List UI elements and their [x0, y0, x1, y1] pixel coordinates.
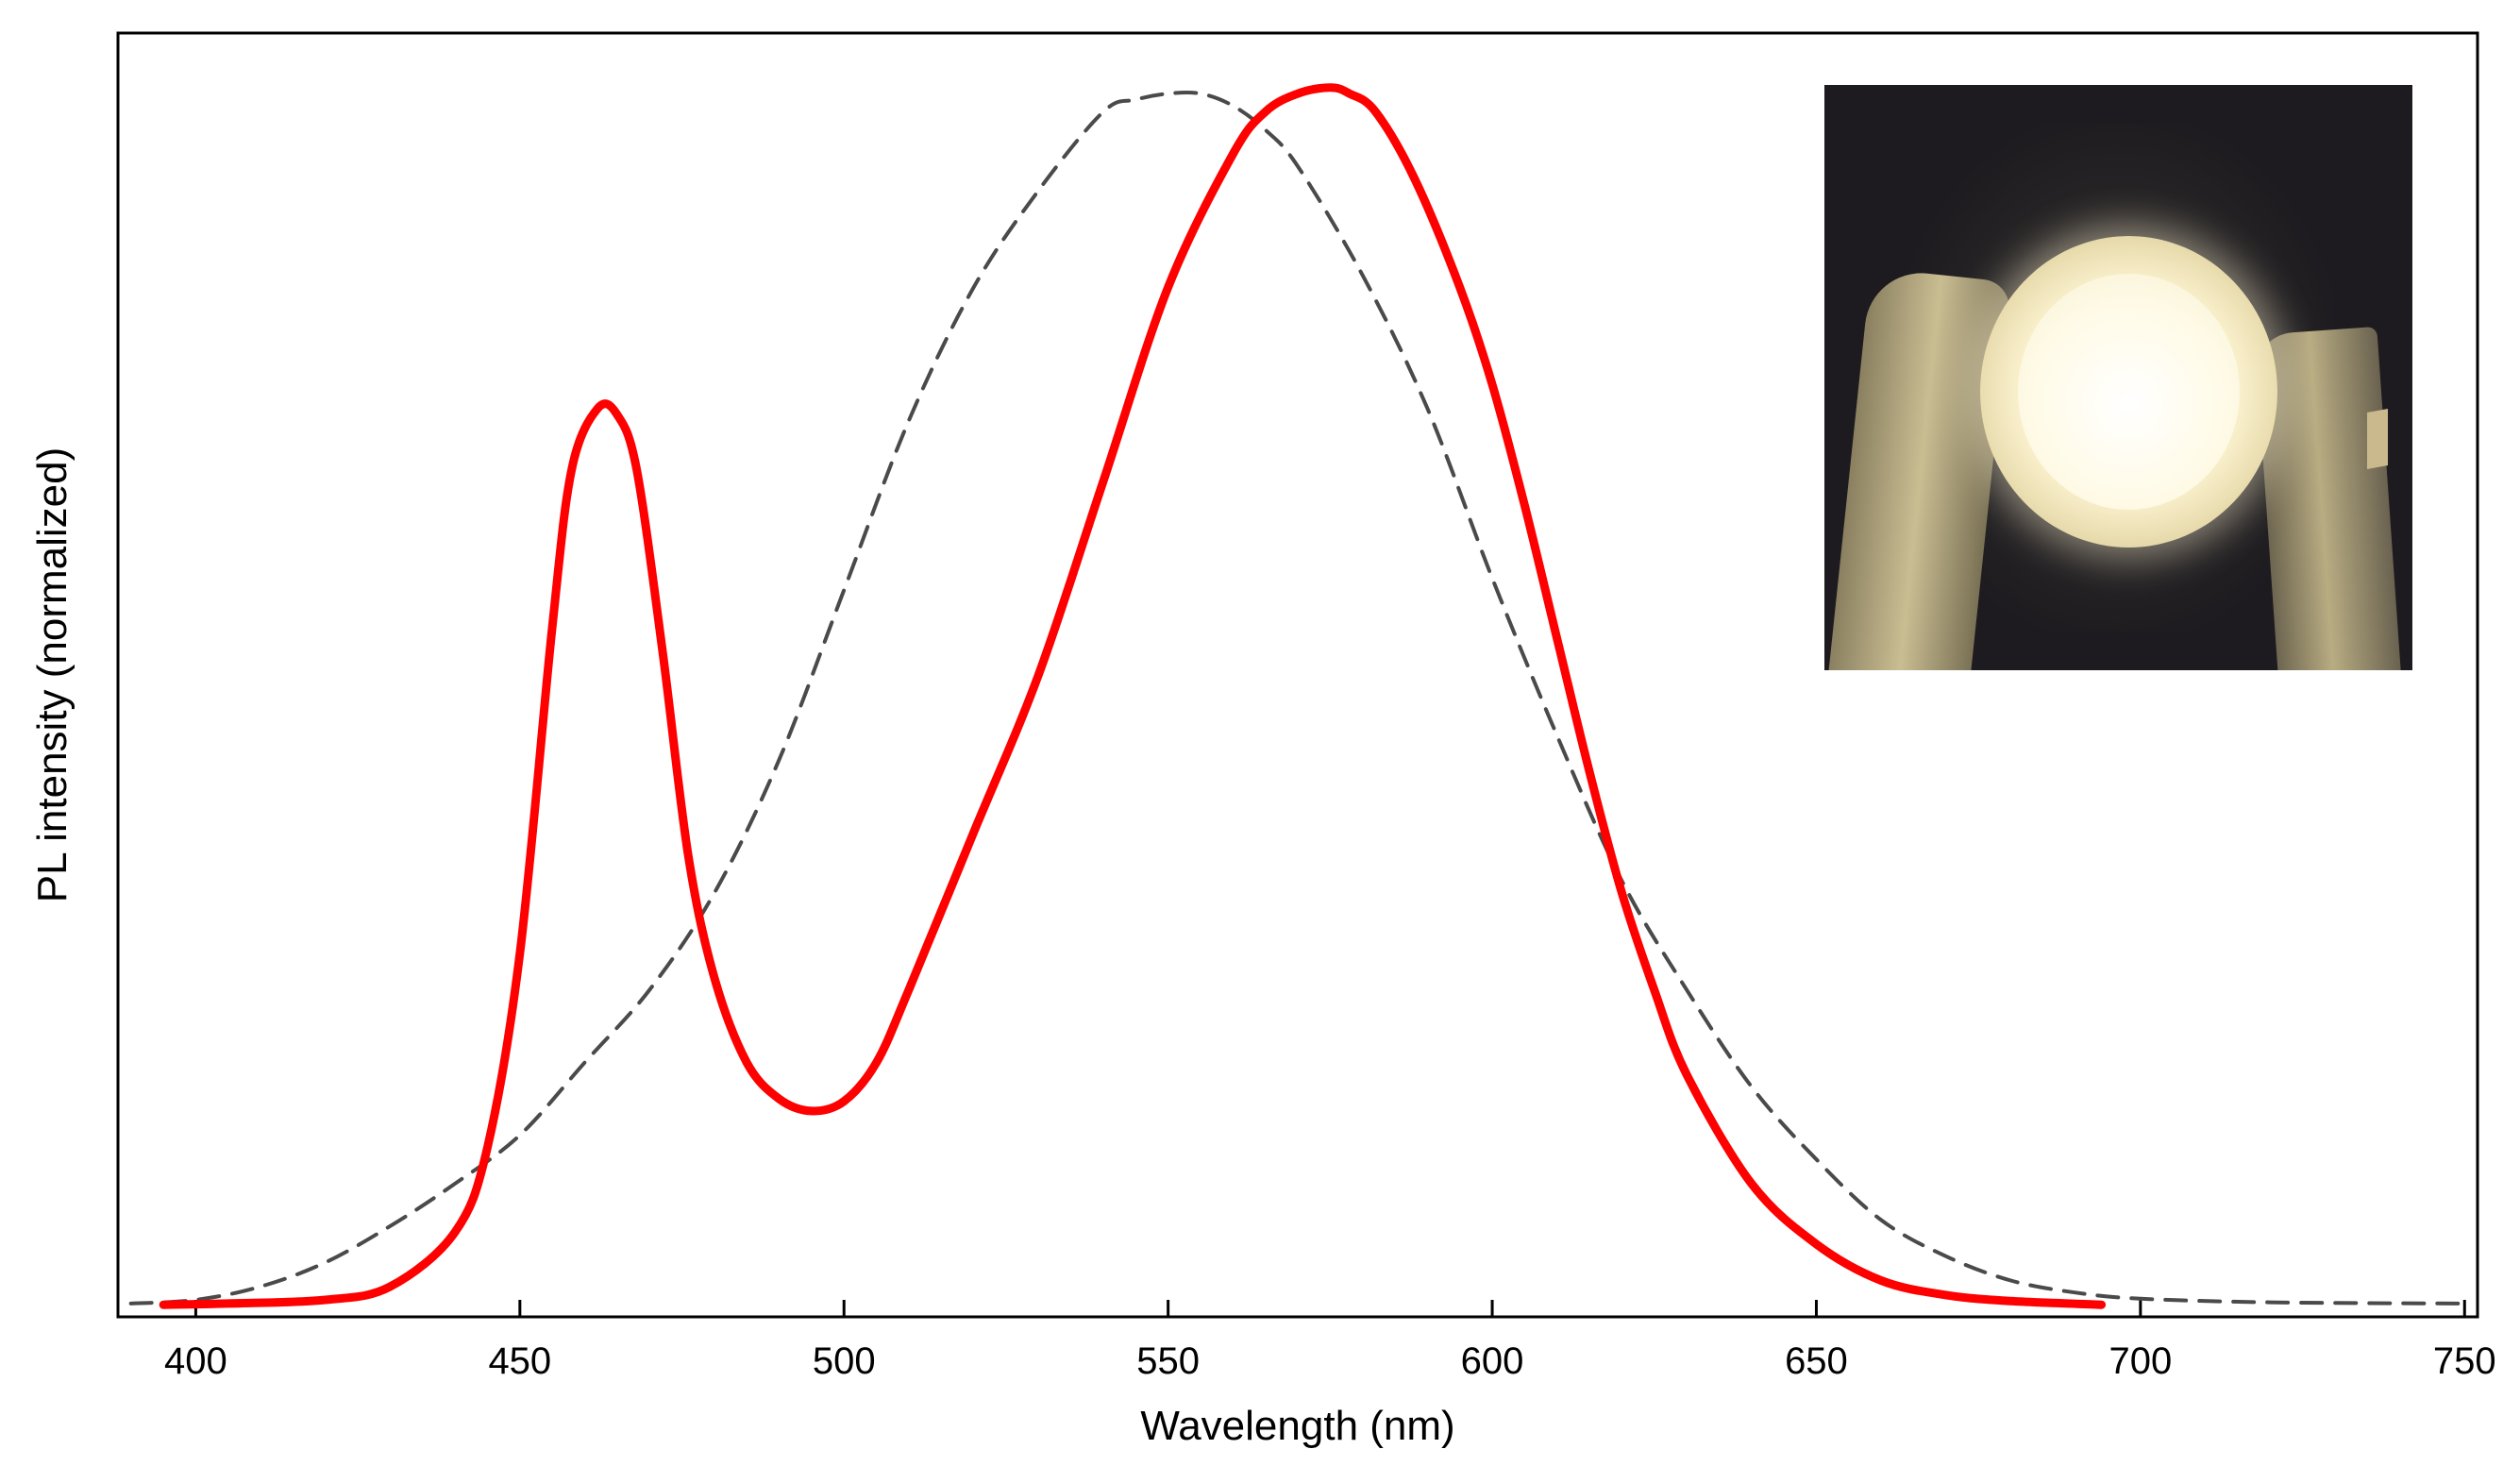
x-axis-ticks: 400 450 500 550 600 650 700 750 [164, 1300, 2496, 1382]
y-axis-title: PL intensity (normalized) [29, 447, 76, 903]
x-tick-label: 400 [164, 1340, 227, 1382]
x-tick-label: 500 [813, 1340, 876, 1382]
x-tick-label: 650 [1785, 1340, 1848, 1382]
series-layer [128, 83, 2467, 1309]
photo-tab [2367, 409, 2388, 469]
plot-frame [116, 31, 2479, 1319]
inset-led-photo [1824, 85, 2412, 670]
x-tick-label: 600 [1461, 1340, 1524, 1382]
x-tick-label: 700 [2108, 1340, 2172, 1382]
x-tick-label: 550 [1136, 1340, 1200, 1382]
x-tick-label: 750 [2433, 1340, 2496, 1382]
series-red-line [159, 83, 2107, 1309]
series-dashed-line [128, 90, 2467, 1306]
photo-led-core [2018, 274, 2240, 510]
x-tick-label: 450 [488, 1340, 551, 1382]
x-axis-title: Wavelength (nm) [1140, 1403, 1454, 1449]
